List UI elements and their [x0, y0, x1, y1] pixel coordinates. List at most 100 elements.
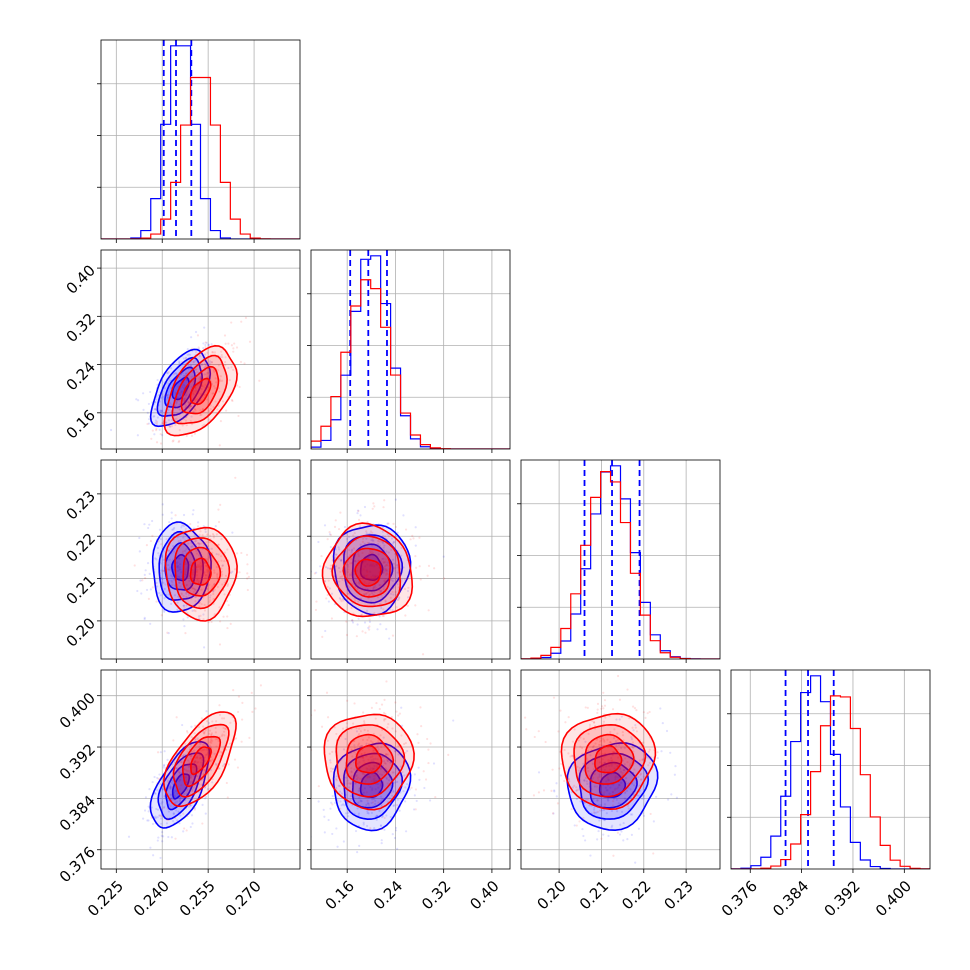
sample-point [161, 422, 164, 425]
sample-point [598, 740, 602, 743]
sample-point [192, 786, 196, 789]
sample-point [373, 564, 376, 568]
sample-point [390, 537, 394, 540]
sample-point [186, 348, 189, 351]
sample-point [198, 745, 201, 749]
sample-point [632, 784, 636, 787]
sample-point [342, 748, 346, 751]
sample-point [350, 749, 353, 752]
sample-point [593, 812, 596, 815]
sample-point [351, 619, 354, 622]
sample-point [621, 759, 625, 762]
sample-point [396, 571, 399, 574]
sample-point [185, 604, 188, 607]
sample-point [186, 400, 189, 404]
sample-point [371, 768, 375, 771]
sample-point [337, 566, 341, 570]
sample-point [220, 567, 223, 570]
sample-point [341, 553, 344, 556]
sample-point [338, 580, 341, 583]
sample-point [202, 342, 205, 345]
sample-point [419, 706, 422, 709]
sample-point [598, 775, 601, 778]
sample-point [347, 535, 351, 539]
sample-point [203, 730, 206, 734]
sample-point [578, 820, 581, 823]
sample-point [204, 528, 207, 531]
sample-point [155, 427, 158, 430]
sample-point [350, 606, 353, 610]
sample-point [610, 826, 613, 829]
sample-point [194, 610, 197, 613]
sample-point [174, 817, 177, 820]
sample-point [556, 802, 560, 805]
sample-point [184, 779, 188, 782]
sample-point [159, 409, 163, 412]
sample-point [577, 739, 580, 742]
sample-point [175, 767, 178, 770]
sample-point [617, 786, 620, 789]
sample-point [204, 365, 207, 368]
sample-point [631, 705, 635, 708]
contour-line [578, 752, 650, 820]
sample-point [378, 707, 381, 711]
sample-point [390, 548, 393, 551]
sample-point [197, 346, 200, 349]
sample-point [385, 569, 388, 573]
sample-point [217, 543, 220, 546]
sample-point [360, 744, 364, 748]
sample-point [218, 767, 221, 770]
sample-point [382, 560, 385, 563]
sample-point [160, 815, 163, 818]
sample-point [386, 760, 389, 763]
sample-point [404, 830, 408, 833]
x-tick-label: 0.376 [718, 877, 761, 920]
sample-point [614, 778, 617, 781]
sample-point [179, 778, 182, 782]
sample-point [382, 566, 385, 569]
sample-point [639, 778, 643, 781]
sample-point [172, 545, 175, 548]
sample-point [231, 570, 234, 573]
sample-point [298, 781, 300, 783]
sample-point [348, 781, 351, 785]
sample-point [222, 615, 225, 618]
sample-point [186, 731, 189, 734]
scatter-red [311, 499, 446, 656]
sample-point [199, 561, 202, 565]
sample-point [210, 620, 213, 623]
sample-point [160, 543, 163, 546]
sample-point [167, 810, 170, 813]
sample-point [180, 761, 183, 764]
sample-point [151, 586, 154, 589]
sample-point [199, 365, 202, 368]
sample-point [195, 539, 198, 542]
sample-point [184, 397, 187, 400]
sample-point [176, 601, 179, 604]
sample-point [596, 711, 599, 714]
sample-point [154, 792, 157, 795]
sample-point [197, 521, 200, 524]
sample-point [630, 833, 633, 836]
sample-point [308, 777, 310, 779]
sample-point [648, 761, 651, 764]
sample-point [199, 378, 203, 381]
sample-point [206, 787, 209, 791]
sample-point [178, 774, 181, 777]
sample-point [176, 575, 179, 578]
sample-point [381, 534, 385, 538]
contour-line [343, 534, 404, 604]
panel-2-0: 0.200.210.220.23 [63, 459, 301, 663]
sample-point [218, 378, 222, 381]
panel-3-2: 0.20 0.21 0.22 0.23 [517, 669, 721, 913]
sample-point [159, 777, 162, 780]
scatter-red [308, 680, 450, 832]
sample-point [338, 760, 341, 763]
contour-line [165, 763, 198, 811]
sample-point [385, 753, 388, 756]
sample-point [391, 727, 394, 730]
sample-point [204, 343, 207, 347]
sample-point [218, 606, 221, 609]
sample-point [363, 762, 366, 765]
sample-point [188, 773, 191, 777]
